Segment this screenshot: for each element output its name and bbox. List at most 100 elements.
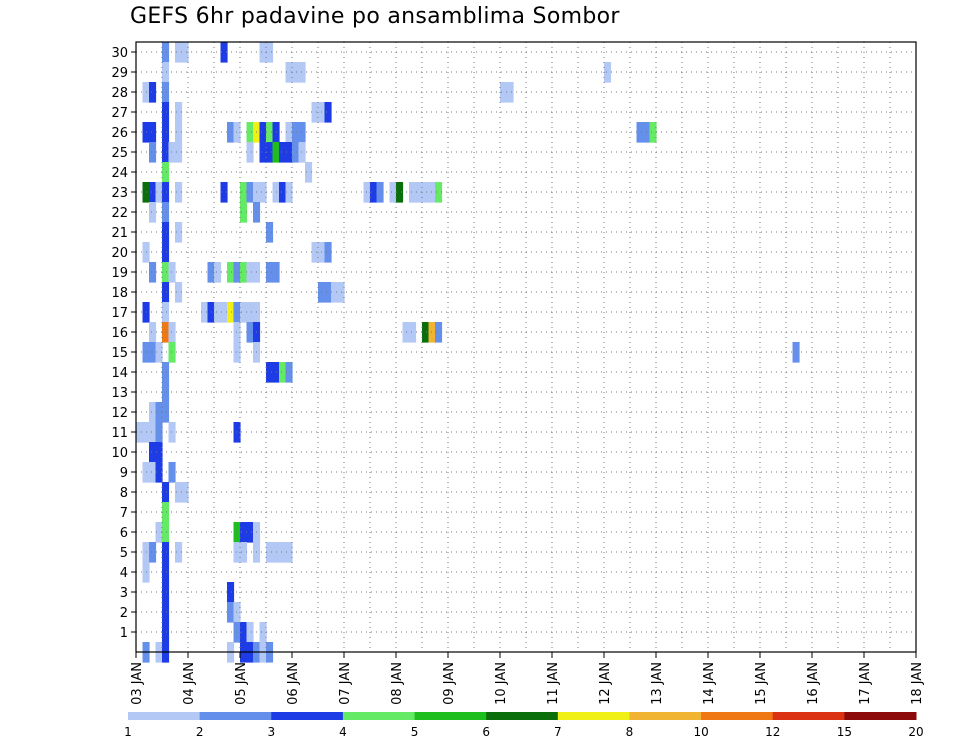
heatmap-cell xyxy=(240,202,248,223)
heatmap-cell xyxy=(311,242,319,263)
heatmap-cell xyxy=(233,262,241,283)
heatmap-cell xyxy=(149,542,157,563)
heatmap-cell xyxy=(162,602,170,623)
legend-label: 12 xyxy=(765,725,780,739)
heatmap-cell xyxy=(636,122,644,143)
heatmap-cell xyxy=(233,302,241,323)
y-tick-label: 13 xyxy=(111,386,128,401)
heatmap-cell xyxy=(246,622,254,643)
heatmap-cell xyxy=(331,282,339,303)
heatmap-cell xyxy=(162,142,170,163)
y-tick-label: 19 xyxy=(111,266,128,281)
heatmap-cell xyxy=(149,442,157,463)
heatmap-cell xyxy=(233,322,241,343)
y-tick-label: 12 xyxy=(111,406,128,421)
heatmap-cell xyxy=(246,302,254,323)
x-tick-label: 16 JAN xyxy=(806,662,821,705)
heatmap-cell xyxy=(162,562,170,583)
heatmap-cell xyxy=(162,282,170,303)
heatmap-cell xyxy=(227,122,235,143)
legend-swatch xyxy=(486,712,559,720)
heatmap-cell xyxy=(175,42,183,63)
heatmap-cell xyxy=(376,182,384,203)
heatmap-cell xyxy=(155,442,163,463)
heatmap-cell xyxy=(155,342,163,363)
heatmap-cell xyxy=(259,42,267,63)
x-tick-label: 04 JAN xyxy=(182,662,197,705)
heatmap-cell xyxy=(214,302,222,323)
heatmap-cell xyxy=(259,122,267,143)
heatmap-cell xyxy=(162,482,170,503)
heatmap-cell xyxy=(175,122,183,143)
heatmap-cell xyxy=(422,322,430,343)
heatmap-cell xyxy=(175,282,183,303)
heatmap-cell xyxy=(162,322,170,343)
heatmap-cell xyxy=(155,422,163,443)
heatmap-cell xyxy=(285,362,293,383)
heatmap-cell xyxy=(246,122,254,143)
heatmap-cell xyxy=(298,122,306,143)
heatmap-cell xyxy=(227,582,235,603)
heatmap-cell xyxy=(162,162,170,183)
heatmap-cell xyxy=(266,42,274,63)
heatmap-cell xyxy=(246,142,254,163)
y-tick-label: 23 xyxy=(111,186,128,201)
heatmap-cell xyxy=(422,182,430,203)
heatmap-cell xyxy=(266,542,274,563)
heatmap-cell xyxy=(233,522,241,543)
legend-label: 1 xyxy=(124,725,132,739)
legend-swatch xyxy=(414,712,487,720)
heatmap-cell xyxy=(298,62,306,83)
heatmap-cell xyxy=(136,422,144,443)
y-tick-label: 8 xyxy=(120,486,128,501)
y-tick-label: 25 xyxy=(111,146,128,161)
heatmap-cell xyxy=(162,182,170,203)
y-tick-label: 5 xyxy=(120,546,128,561)
y-tick-label: 9 xyxy=(120,466,128,481)
y-tick-label: 28 xyxy=(111,86,128,101)
x-tick-label: 14 JAN xyxy=(702,662,717,705)
heatmap-cell xyxy=(162,522,170,543)
heatmap-cell xyxy=(279,182,287,203)
heatmap-cell xyxy=(162,82,170,103)
heatmap-cell xyxy=(259,182,267,203)
heatmap-cell xyxy=(168,322,176,343)
y-tick-label: 3 xyxy=(120,586,128,601)
heatmap-cell xyxy=(162,102,170,123)
heatmap-cell xyxy=(162,222,170,243)
heatmap-cell xyxy=(162,62,170,83)
heatmap-cell xyxy=(292,122,300,143)
heatmap-cell xyxy=(285,122,293,143)
x-tick-label: 12 JAN xyxy=(598,662,613,705)
heatmap-cell xyxy=(435,182,443,203)
legend-label: 4 xyxy=(339,725,347,739)
heatmap-cell xyxy=(149,82,157,103)
heatmap-cell xyxy=(149,142,157,163)
heatmap-cell xyxy=(324,242,332,263)
x-tick-label: 10 JAN xyxy=(494,662,509,705)
heatmap-cell xyxy=(175,222,183,243)
chart-title: GEFS 6hr padavine po ansamblima Sombor xyxy=(130,4,620,29)
heatmap-cell xyxy=(428,182,436,203)
heatmap-cell xyxy=(233,122,241,143)
heatmap-cell xyxy=(149,262,157,283)
heatmap-cell xyxy=(149,202,157,223)
heatmap-cell xyxy=(240,262,248,283)
x-tick-label: 09 JAN xyxy=(442,662,457,705)
x-tick-label: 11 JAN xyxy=(546,662,561,705)
heatmap-cell xyxy=(181,42,189,63)
heatmap-cell xyxy=(162,262,170,283)
heatmap-cell xyxy=(240,522,248,543)
heatmap-cell xyxy=(370,182,378,203)
heatmap-cell xyxy=(233,602,241,623)
plot-frame xyxy=(135,41,917,653)
heatmap-cell xyxy=(292,62,300,83)
heatmap-cell xyxy=(285,542,293,563)
heatmap-cell xyxy=(175,542,183,563)
legend-swatch xyxy=(629,712,702,720)
heatmap-cell xyxy=(246,182,254,203)
y-tick-label: 21 xyxy=(111,226,128,241)
heatmap-cell xyxy=(435,322,443,343)
heatmap-cell xyxy=(175,482,183,503)
